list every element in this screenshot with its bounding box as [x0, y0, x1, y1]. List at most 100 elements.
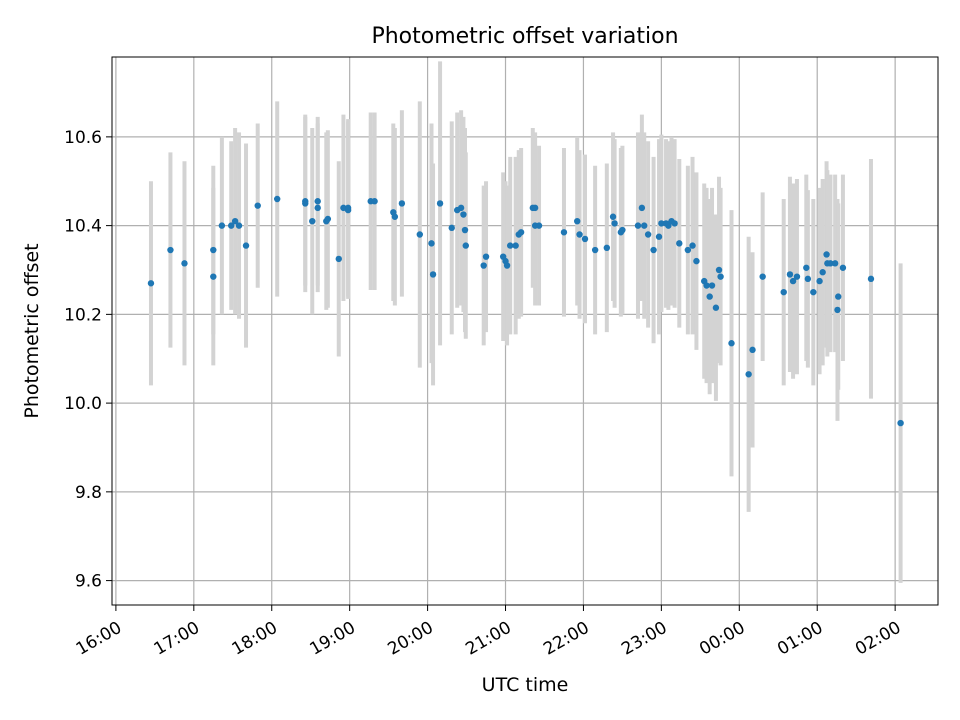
data-point [231, 217, 239, 225]
data-point [823, 251, 830, 258]
data-point [897, 419, 904, 427]
data-point [416, 231, 424, 238]
data-point [611, 220, 618, 227]
data-point [517, 229, 525, 236]
data-point [638, 204, 646, 212]
data-point [712, 304, 720, 311]
x-tick-label: 20:00 [384, 618, 436, 660]
data-point [728, 340, 735, 347]
data-point [428, 240, 435, 247]
data-point [831, 260, 839, 267]
data-point [391, 213, 399, 220]
data-point [816, 277, 823, 285]
data-point [665, 222, 672, 229]
data-point [780, 288, 787, 296]
data-point [531, 204, 539, 212]
data-points [147, 195, 904, 427]
x-tick-label: 21:00 [462, 618, 514, 660]
error-bars [148, 61, 903, 583]
x-tick-label: 18:00 [229, 618, 281, 660]
data-point [181, 260, 188, 267]
data-point [810, 288, 817, 296]
data-point [793, 273, 801, 280]
data-point [210, 273, 217, 280]
x-tick-label: 02:00 [852, 618, 904, 660]
data-point [689, 242, 696, 249]
data-point [671, 220, 678, 227]
data-point [634, 222, 642, 229]
data-point [703, 282, 710, 289]
x-tick-label: 00:00 [696, 618, 748, 660]
data-point [210, 246, 217, 254]
y-axis-ticks: 9.6 9.8 10.0 10.2 10.4 10.6 [64, 128, 112, 592]
x-tick-label: 22:00 [540, 618, 592, 660]
data-point [759, 273, 766, 280]
data-point [676, 240, 683, 247]
data-point [429, 271, 437, 278]
x-tick-label: 16:00 [73, 618, 125, 660]
x-tick-label: 19:00 [307, 618, 359, 660]
data-point [644, 231, 652, 238]
y-axis-label: Photometric offset [21, 243, 43, 418]
data-point [835, 293, 842, 300]
data-point [839, 264, 847, 271]
data-point [574, 217, 581, 225]
data-point [235, 222, 243, 229]
data-point [147, 280, 155, 287]
data-point [324, 215, 332, 223]
data-point [461, 226, 469, 234]
data-point [619, 226, 626, 234]
data-point [641, 222, 648, 229]
data-point [506, 242, 514, 249]
data-point [448, 224, 455, 232]
y-tick-label: 10.4 [64, 217, 102, 237]
data-point [314, 198, 321, 205]
data-point [658, 220, 665, 227]
data-point [462, 242, 469, 249]
data-point [371, 198, 378, 205]
data-point [503, 262, 511, 269]
data-point [834, 306, 841, 314]
y-tick-label: 9.8 [75, 483, 102, 503]
data-point [789, 277, 797, 285]
data-point [228, 222, 235, 229]
data-point [684, 246, 692, 254]
data-point [512, 242, 519, 249]
data-point [708, 282, 716, 289]
data-point [576, 231, 583, 238]
data-point [717, 273, 724, 280]
data-point [460, 211, 467, 218]
data-point [314, 204, 321, 212]
data-point [344, 206, 352, 214]
data-point [827, 260, 834, 267]
data-point [581, 235, 589, 243]
data-point [804, 275, 812, 283]
data-point [803, 264, 810, 271]
data-point [218, 222, 226, 229]
x-axis-label: UTC time [482, 674, 569, 696]
plot-frame [111, 56, 939, 606]
data-point [715, 266, 723, 274]
data-point [457, 204, 465, 212]
y-tick-label: 10.6 [64, 128, 102, 148]
data-point [609, 213, 617, 220]
x-tick-label: 01:00 [774, 618, 826, 660]
data-point [560, 229, 568, 236]
data-point [786, 271, 794, 278]
data-point [274, 195, 281, 203]
data-point [655, 233, 663, 240]
data-point [480, 262, 487, 269]
data-point [693, 257, 700, 265]
data-point [535, 222, 543, 229]
data-point [254, 202, 261, 209]
data-point [867, 275, 875, 283]
data-point [749, 346, 756, 354]
data-point [335, 255, 342, 263]
data-point [482, 253, 490, 260]
data-point [706, 293, 713, 300]
data-point [398, 200, 406, 207]
y-tick-label: 9.6 [75, 572, 102, 592]
data-point [309, 217, 316, 225]
data-point [436, 200, 444, 207]
